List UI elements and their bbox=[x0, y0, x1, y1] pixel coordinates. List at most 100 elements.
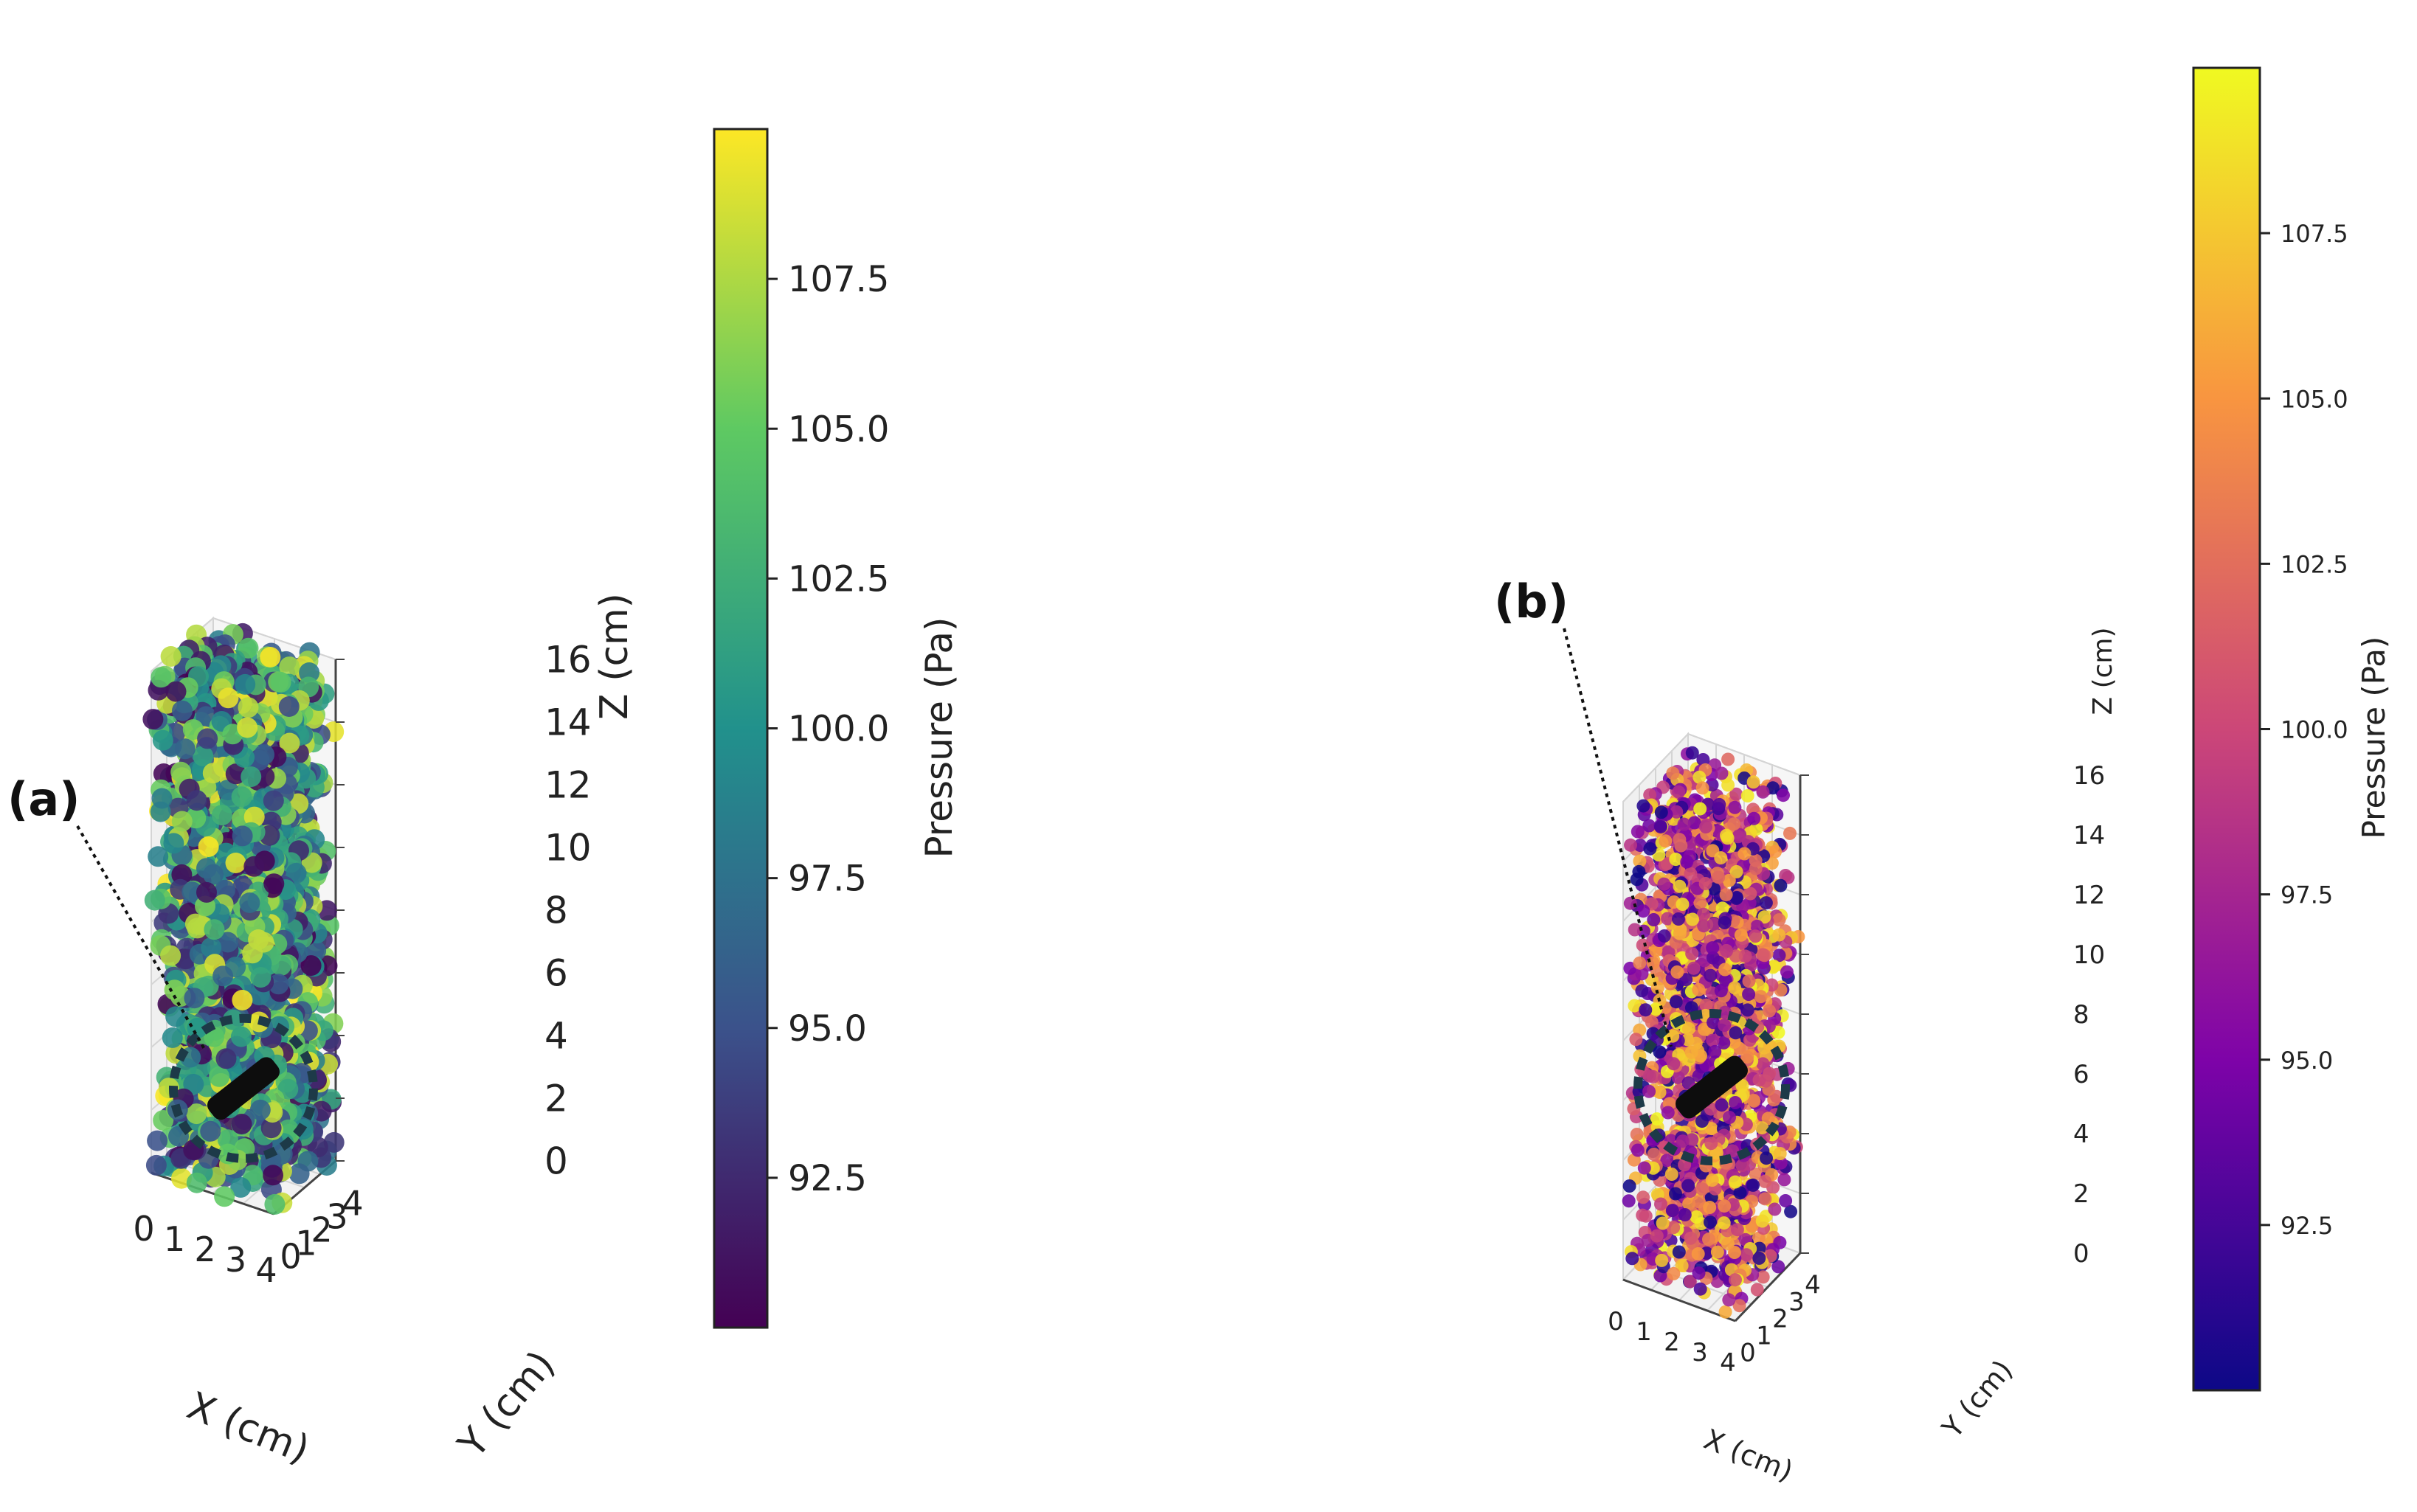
pb-data-point bbox=[1760, 1151, 1773, 1165]
pb-data-point bbox=[1706, 1033, 1720, 1047]
pa-data-point bbox=[250, 967, 272, 988]
pb-data-point bbox=[1690, 1210, 1704, 1224]
pb-data-point bbox=[1746, 775, 1760, 789]
pb-data-point bbox=[1768, 1202, 1782, 1216]
pb-data-point bbox=[1684, 1231, 1698, 1245]
pb-data-point bbox=[1628, 999, 1642, 1013]
pb-data-point bbox=[1642, 1084, 1656, 1098]
pb-data-point bbox=[1692, 982, 1706, 996]
pa-data-point bbox=[214, 1186, 235, 1207]
pb-data-point bbox=[1657, 929, 1671, 943]
pb-data-point bbox=[1742, 988, 1756, 1001]
pa-data-point bbox=[270, 672, 291, 693]
pb-y-tick-label: 3 bbox=[1788, 1287, 1805, 1317]
pb-data-point bbox=[1695, 1182, 1709, 1196]
pb-data-point bbox=[1649, 1002, 1663, 1016]
pa-data-point bbox=[165, 1006, 187, 1027]
panel-a-colorbar: 92.5 95.0 97.5 100.0 102.5 105.0 107.5 bbox=[713, 128, 889, 1329]
pb-data-point bbox=[1636, 1190, 1650, 1204]
panel-a-source-marker bbox=[76, 825, 318, 1163]
pb-data-point bbox=[1772, 928, 1786, 942]
pb-data-point bbox=[1622, 1194, 1636, 1208]
pb-source-highlight-circle bbox=[1633, 1009, 1790, 1165]
pa-data-point bbox=[237, 717, 258, 738]
pb-data-point bbox=[1661, 1106, 1675, 1120]
pb-data-point bbox=[1624, 838, 1637, 852]
pb-data-point bbox=[1727, 1246, 1741, 1259]
pb-y-tick-label: 2 bbox=[1772, 1304, 1788, 1334]
pb-data-point bbox=[1704, 968, 1718, 982]
pa-colorbar-tick-label: 105.0 bbox=[788, 409, 889, 450]
pa-data-point bbox=[230, 1026, 252, 1047]
pb-data-point bbox=[1721, 831, 1735, 845]
pb-data-point bbox=[1683, 1275, 1697, 1289]
pa-z-tick-label: 12 bbox=[544, 764, 592, 807]
pb-data-point bbox=[1784, 1204, 1798, 1218]
pb-data-point bbox=[1734, 928, 1748, 942]
pa-data-point bbox=[212, 965, 234, 987]
pb-data-point bbox=[1720, 943, 1733, 957]
pb-data-point bbox=[1693, 896, 1707, 910]
pb-data-point bbox=[1740, 789, 1754, 802]
pa-x-tick-label: 0 bbox=[133, 1209, 154, 1249]
pb-data-point bbox=[1632, 864, 1646, 878]
pb-data-point bbox=[1733, 1186, 1747, 1200]
pb-data-point bbox=[1650, 1112, 1664, 1126]
pa-data-point bbox=[151, 788, 173, 809]
pa-data-point bbox=[163, 833, 184, 854]
pb-data-point bbox=[1777, 788, 1790, 802]
pb-data-point bbox=[1623, 896, 1637, 910]
pb-colorbar-tick-label: 102.5 bbox=[2281, 550, 2348, 578]
pb-data-point bbox=[1773, 1147, 1787, 1160]
pa-data-point bbox=[279, 732, 300, 754]
pb-data-point bbox=[1740, 1003, 1754, 1017]
pa-data-point bbox=[260, 1117, 282, 1139]
pb-z-tick-label: 0 bbox=[2073, 1239, 2089, 1269]
pa-data-point bbox=[203, 864, 224, 885]
panel-b-x-axis-label: X (cm) bbox=[1699, 1423, 1797, 1488]
pb-source-cylinder bbox=[1676, 1055, 1748, 1119]
pb-x-tick-label: 2 bbox=[1664, 1328, 1680, 1357]
pb-data-point bbox=[1729, 1026, 1743, 1040]
pb-data-point bbox=[1672, 785, 1686, 799]
pb-data-point bbox=[1755, 1121, 1769, 1135]
pb-data-point bbox=[1679, 973, 1693, 987]
pb-data-point bbox=[1717, 1216, 1731, 1230]
pa-data-point bbox=[200, 1120, 221, 1142]
pb-data-point bbox=[1728, 800, 1742, 814]
pb-data-point bbox=[1763, 1004, 1777, 1018]
pa-data-point bbox=[263, 873, 285, 895]
pb-data-point bbox=[1649, 943, 1663, 957]
pb-data-point bbox=[1647, 1148, 1661, 1161]
pb-data-point bbox=[1699, 998, 1713, 1012]
pa-z-tick-label: 4 bbox=[544, 1015, 568, 1058]
pb-data-point bbox=[1750, 919, 1764, 933]
pa-z-tick-label: 10 bbox=[544, 827, 592, 870]
pb-data-point bbox=[1667, 1266, 1681, 1280]
pb-data-point bbox=[1756, 1057, 1770, 1071]
pb-x-axis-line bbox=[1622, 1278, 1736, 1322]
pb-data-point bbox=[1714, 984, 1728, 998]
pa-data-point bbox=[260, 647, 281, 667]
pb-data-point bbox=[1728, 981, 1742, 995]
pb-data-point bbox=[1639, 1003, 1653, 1017]
pb-data-point bbox=[1675, 1259, 1689, 1272]
pb-data-point bbox=[1766, 781, 1780, 795]
pb-data-point bbox=[1721, 752, 1735, 766]
pb-data-point bbox=[1756, 785, 1770, 799]
pa-y-tick-label: 4 bbox=[342, 1184, 363, 1224]
pb-data-point bbox=[1738, 949, 1752, 963]
pa-z-tick-label: 8 bbox=[544, 889, 568, 932]
pa-data-point bbox=[201, 937, 222, 958]
pa-x-tick-label: 1 bbox=[164, 1219, 185, 1259]
pa-data-point bbox=[147, 1130, 168, 1151]
pa-data-point bbox=[172, 700, 193, 721]
pb-data-point bbox=[1676, 1134, 1690, 1148]
pa-colorbar-tick-label: 102.5 bbox=[788, 558, 889, 600]
pb-y-tick-label: 1 bbox=[1756, 1321, 1772, 1350]
pb-data-point bbox=[1717, 1036, 1731, 1050]
pb-data-point bbox=[1740, 1050, 1754, 1064]
pb-data-point bbox=[1636, 938, 1650, 952]
pb-data-point bbox=[1635, 967, 1649, 981]
